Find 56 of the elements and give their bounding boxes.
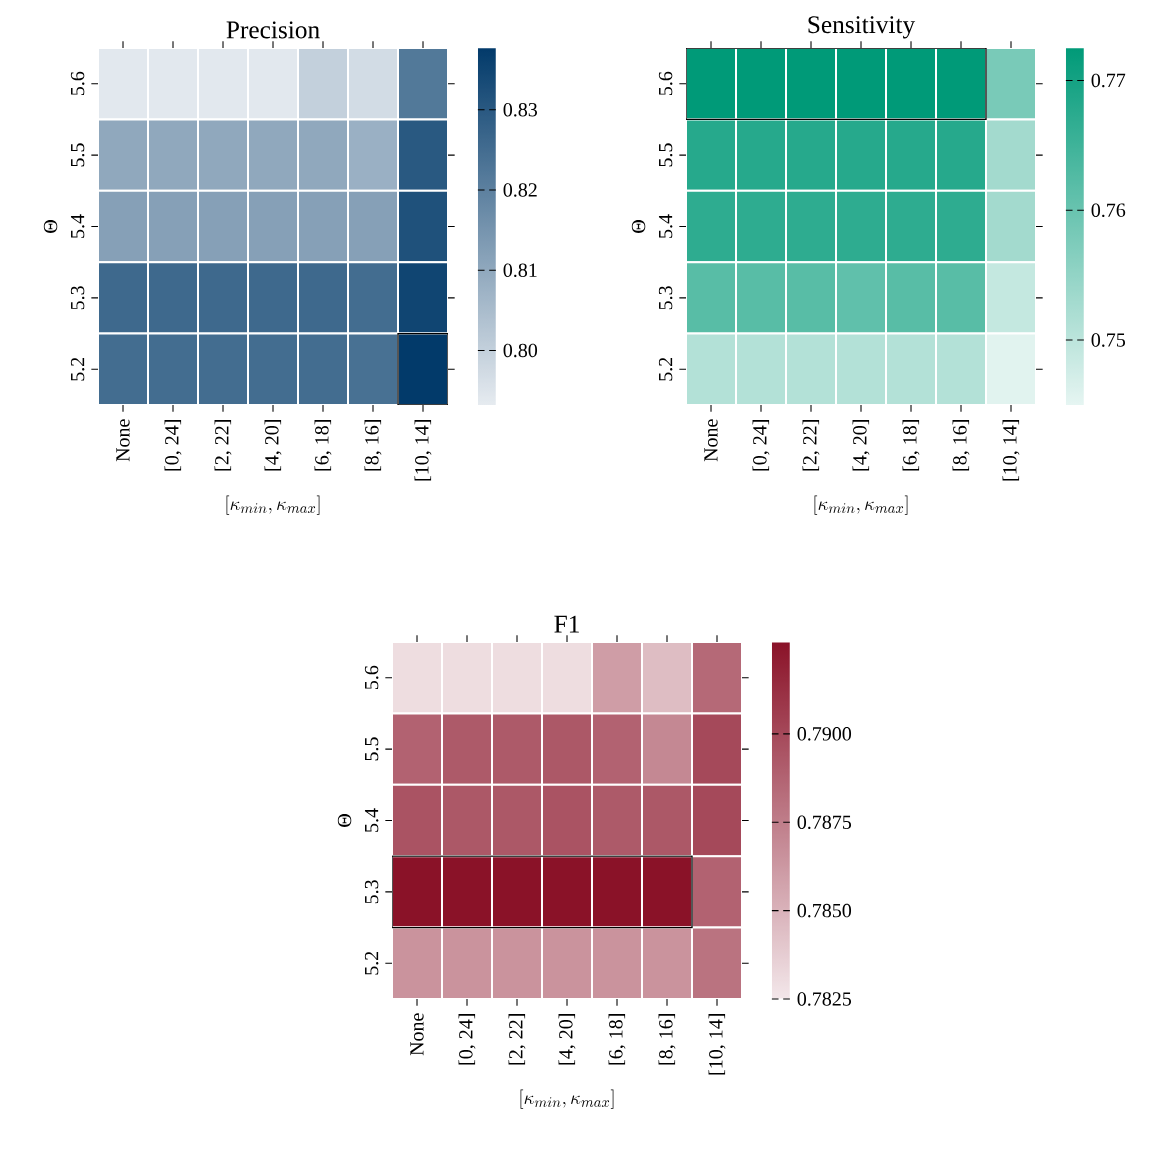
x-tick-label: [8, 16] (952, 420, 970, 471)
x-tick-label: [6, 18] (608, 1014, 626, 1065)
y-axis-title: Θ (337, 814, 352, 827)
x-tick-label: [0, 24] (752, 420, 770, 471)
x-tick-label: [4, 20] (852, 420, 870, 471)
chart-title: Precision (226, 21, 320, 39)
color-bar-label: 0.7825 (797, 992, 852, 1006)
y-tick-label: 5.3 (658, 286, 673, 310)
x-tick-label: [0, 24] (458, 1014, 476, 1065)
color-bar-label: 0.81 (503, 263, 537, 278)
y-tick-label: 5.6 (658, 71, 673, 96)
y-tick-label: 5.3 (364, 880, 379, 904)
y-tick-label: 5.4 (364, 808, 379, 832)
x-tick-label: [10, 14] (414, 420, 432, 481)
color-bar-label: 0.80 (503, 343, 538, 358)
x-tick-label: [2, 22] (508, 1014, 526, 1065)
x-tick-label: [2, 22] (214, 420, 232, 471)
x-tick-label: [4, 20] (264, 420, 282, 471)
chart-title: F1 (554, 615, 579, 633)
y-axis-title: Θ (631, 220, 646, 233)
y-tick-label: 5.6 (364, 665, 379, 690)
y-tick-label: 5.5 (659, 143, 673, 167)
y-tick-label: 5.6 (70, 71, 85, 96)
color-bar-label: 0.77 (1091, 73, 1126, 88)
x-tick-label: None (116, 419, 130, 462)
color-bar-label: 0.75 (1091, 333, 1126, 347)
x-axis-title: $[\kappa_{min}, \kappa_{max}]$ (226, 495, 320, 515)
x-tick-label: None (704, 419, 718, 462)
y-tick-label: 5.4 (658, 214, 673, 238)
y-axis-title: Θ (43, 220, 58, 233)
x-tick-label: [8, 16] (364, 420, 382, 471)
y-tick-label: 5.2 (364, 951, 379, 975)
color-bar-label: 0.7850 (797, 903, 852, 918)
x-axis-title: $[\kappa_{min}, \kappa_{max}]$ (520, 1089, 614, 1109)
y-tick-label: 5.2 (70, 357, 85, 381)
color-bar-label: 0.7875 (797, 815, 852, 830)
chart-title: Sensitivity (808, 16, 916, 39)
x-tick-label: [6, 18] (902, 420, 920, 471)
x-axis-title: $[\kappa_{min}, \kappa_{max}]$ (814, 495, 908, 515)
y-tick-label: 5.5 (365, 737, 379, 761)
y-tick-label: 5.4 (70, 214, 85, 238)
y-tick-label: 5.2 (658, 357, 673, 381)
y-tick-label: 5.5 (71, 143, 85, 167)
x-tick-label: [6, 18] (314, 420, 332, 471)
color-bar-label: 0.83 (503, 102, 538, 117)
x-tick-label: [0, 24] (164, 420, 182, 471)
x-tick-label: [10, 14] (1002, 420, 1020, 481)
color-bar-label: 0.7900 (797, 727, 852, 741)
color-bar-label: 0.82 (503, 183, 537, 197)
y-tick-label: 5.3 (70, 286, 85, 310)
x-tick-label: [4, 20] (558, 1014, 576, 1065)
x-tick-label: [8, 16] (658, 1014, 676, 1065)
color-bar-label: 0.76 (1091, 203, 1126, 218)
x-tick-label: [10, 14] (708, 1014, 726, 1075)
x-tick-label: [2, 22] (802, 420, 820, 471)
x-tick-label: None (410, 1013, 424, 1056)
